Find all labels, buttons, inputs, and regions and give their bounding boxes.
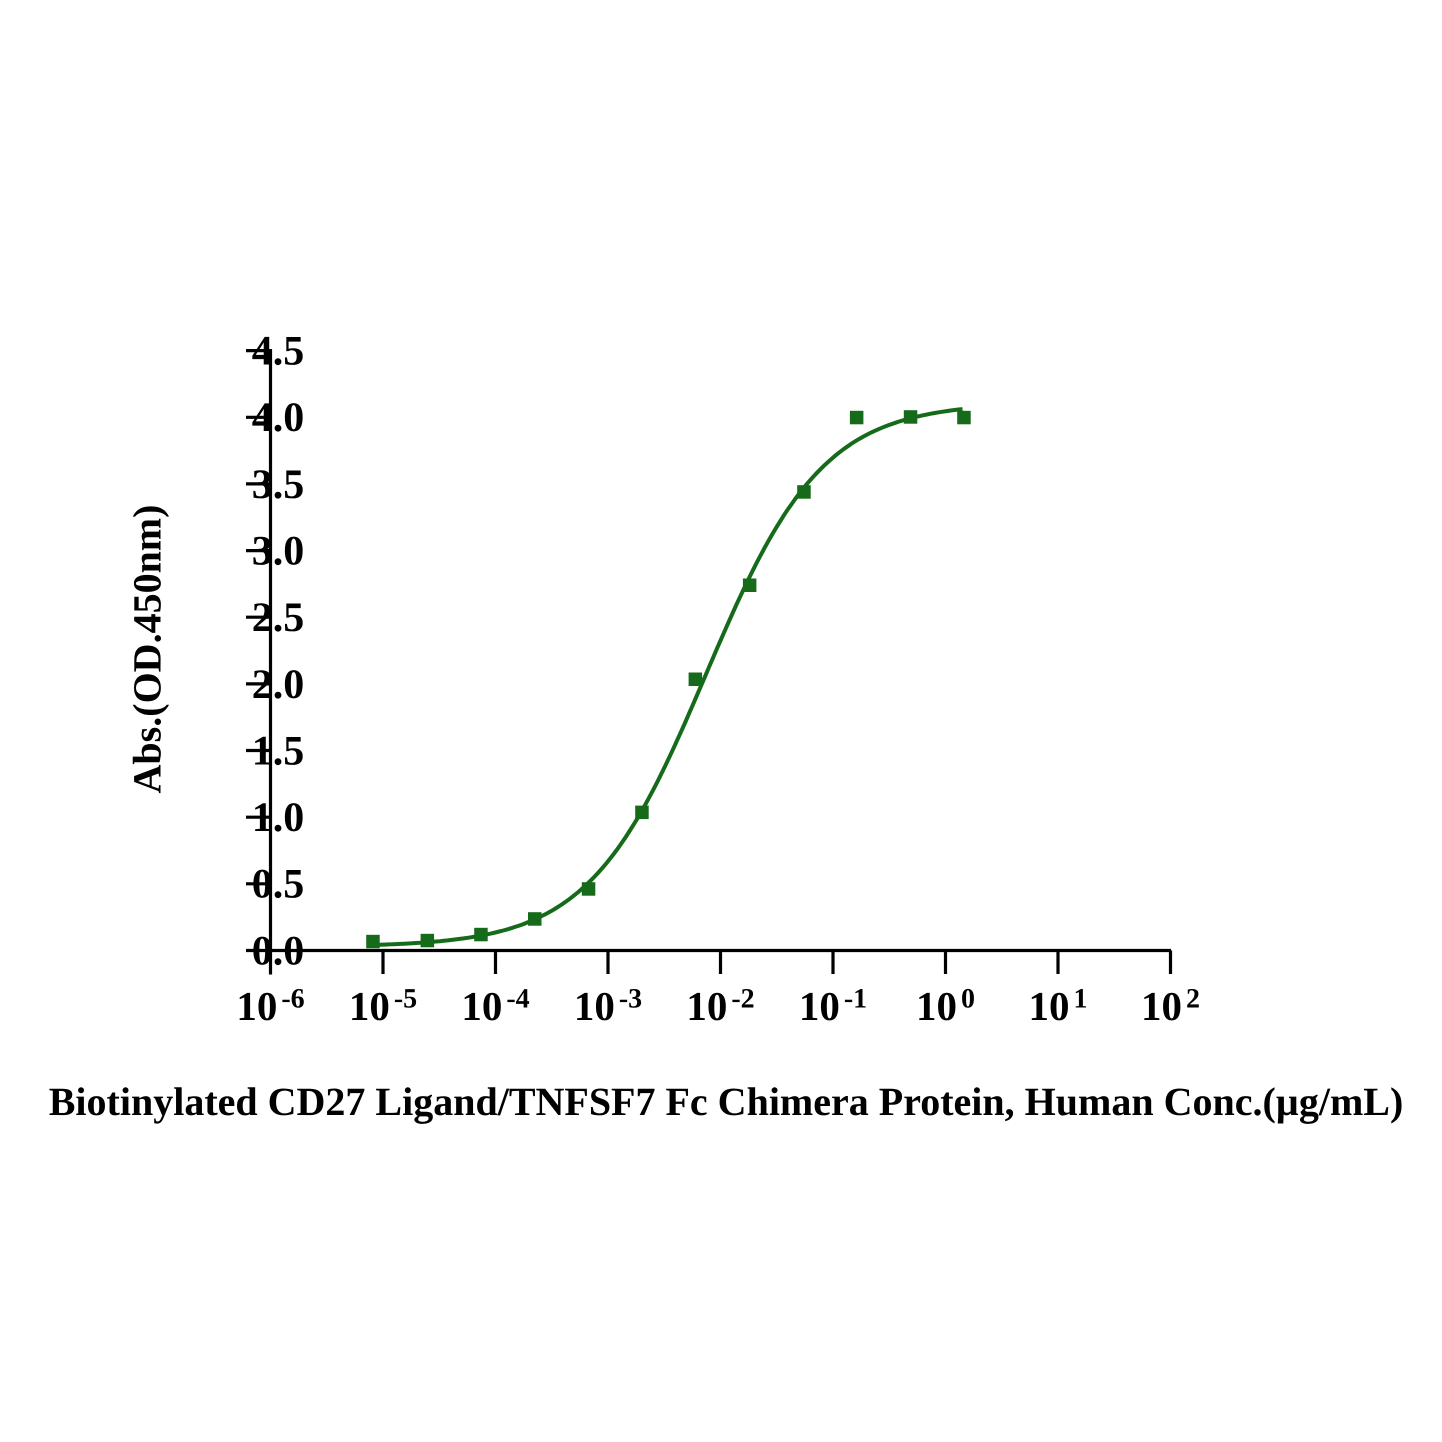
- svg-text:10-5: 10 -5: [349, 983, 417, 1029]
- svg-text:102: 10 2: [1141, 983, 1200, 1029]
- svg-text:4.5: 4.5: [252, 329, 305, 375]
- svg-text:1.0: 1.0: [252, 795, 305, 841]
- svg-text:0.0: 0.0: [252, 928, 305, 974]
- svg-text:2.0: 2.0: [252, 662, 305, 708]
- svg-text:2.5: 2.5: [252, 595, 305, 641]
- svg-text:1.5: 1.5: [252, 728, 305, 774]
- svg-text:101: 10 1: [1029, 983, 1088, 1029]
- svg-text:10-6: 10 -6: [236, 983, 304, 1029]
- svg-text:3.0: 3.0: [252, 529, 305, 575]
- svg-text:Biotinylated CD27 Ligand/TNFSF: Biotinylated CD27 Ligand/TNFSF7 Fc Chime…: [49, 1079, 1404, 1124]
- svg-text:4.0: 4.0: [252, 395, 305, 441]
- svg-text:10-4: 10 -4: [461, 983, 529, 1029]
- svg-text:0.5: 0.5: [252, 862, 305, 908]
- svg-text:10-2: 10 -2: [686, 983, 754, 1029]
- svg-text:3.5: 3.5: [252, 462, 305, 508]
- svg-text:100: 10 0: [916, 983, 975, 1029]
- svg-text:10-3: 10 -3: [574, 983, 642, 1029]
- svg-text:Abs.(OD.450nm): Abs.(OD.450nm): [125, 505, 170, 794]
- svg-text:10-1: 10 -1: [799, 983, 867, 1029]
